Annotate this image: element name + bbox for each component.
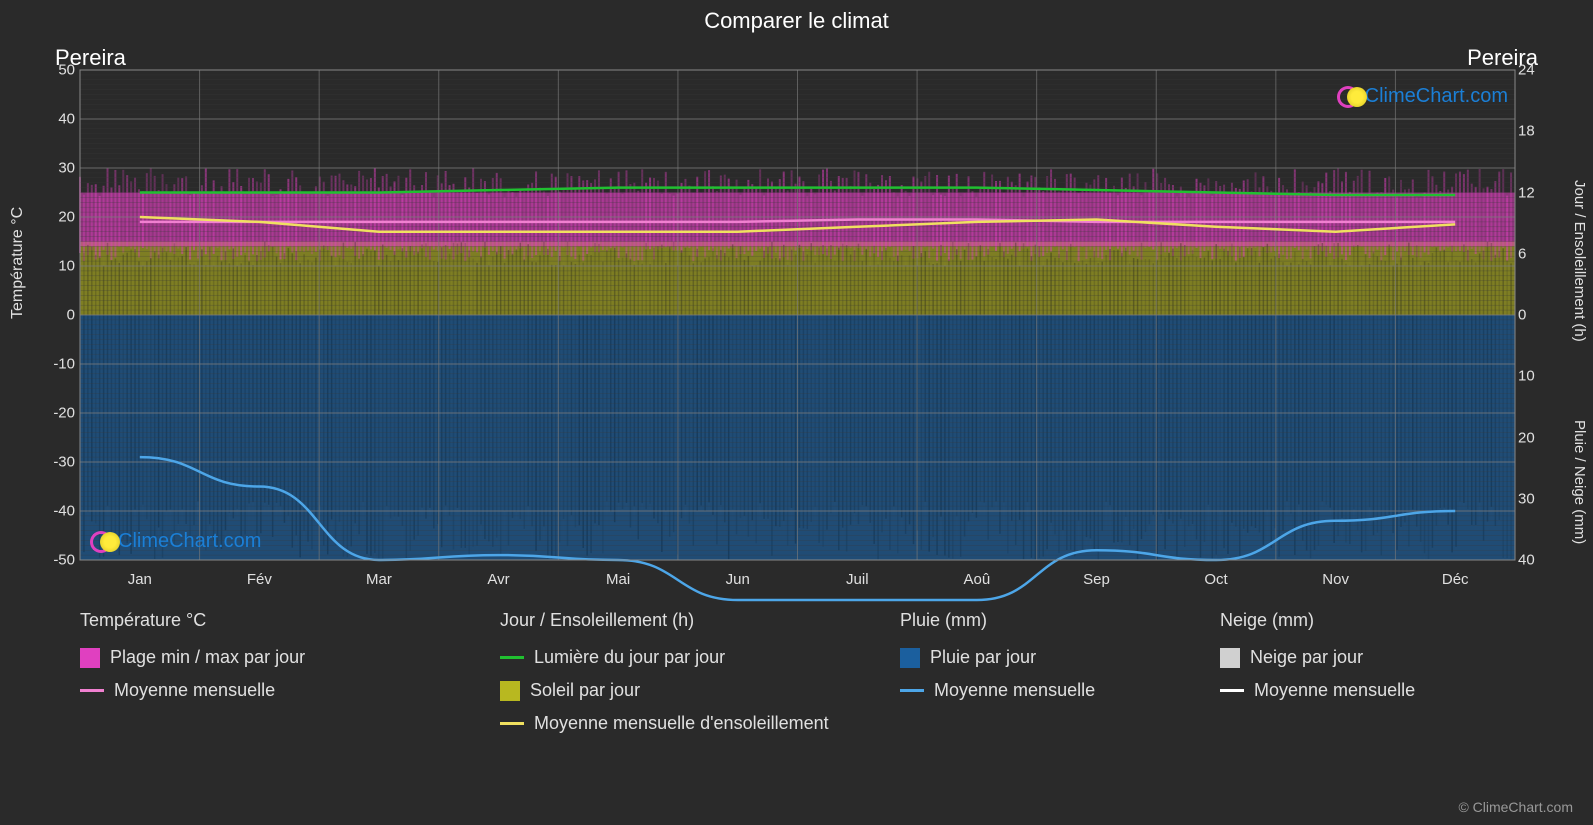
legend-swatch xyxy=(900,648,920,668)
legend-item: Lumière du jour par jour xyxy=(500,647,860,668)
watermark-bottom-left: ClimeChart.com xyxy=(90,530,261,553)
y-tick-left: 50 xyxy=(50,62,75,79)
legend-header: Pluie (mm) xyxy=(900,610,1180,631)
legend-label: Pluie par jour xyxy=(930,647,1036,668)
legend-header: Température °C xyxy=(80,610,460,631)
x-tick-month: Aoû xyxy=(964,571,991,588)
y-tick-right: 30 xyxy=(1518,490,1543,507)
x-tick-month: Mai xyxy=(606,571,630,588)
legend-swatch xyxy=(500,681,520,701)
y-tick-left: 30 xyxy=(50,160,75,177)
y-tick-right: 18 xyxy=(1518,123,1543,140)
legend-item: Moyenne mensuelle xyxy=(1220,680,1500,701)
y-tick-left: 40 xyxy=(50,111,75,128)
legend-item: Soleil par jour xyxy=(500,680,860,701)
y-axis-right-label-2: Pluie / Neige (mm) xyxy=(1571,420,1588,544)
x-tick-month: Avr xyxy=(487,571,509,588)
legend-item: Pluie par jour xyxy=(900,647,1180,668)
legend-swatch xyxy=(1220,689,1244,692)
y-tick-left: 10 xyxy=(50,258,75,275)
y-tick-left: -30 xyxy=(50,454,75,471)
legend: Température °C Plage min / max par jour Mo… xyxy=(80,610,1515,734)
x-tick-month: Sep xyxy=(1083,571,1110,588)
y-tick-left: -10 xyxy=(50,356,75,373)
legend-label: Moyenne mensuelle xyxy=(934,680,1095,701)
watermark-top-right: ClimeChart.com xyxy=(1337,85,1508,108)
legend-label: Moyenne mensuelle xyxy=(114,680,275,701)
legend-item: Moyenne mensuelle xyxy=(900,680,1180,701)
x-tick-month: Jan xyxy=(128,571,152,588)
brand-text: ClimeChart.com xyxy=(118,530,261,553)
legend-swatch xyxy=(80,689,104,692)
legend-swatch xyxy=(900,689,924,692)
plot-area: JanFévMarAvrMaiJunJuilAoûSepOctNovDéc xyxy=(80,70,1515,560)
y-tick-right: 10 xyxy=(1518,368,1543,385)
y-tick-right: 6 xyxy=(1518,245,1543,262)
y-tick-left: 20 xyxy=(50,209,75,226)
legend-col: Neige (mm) Neige par jour Moyenne mensuell… xyxy=(1220,610,1500,734)
legend-item: Neige par jour xyxy=(1220,647,1500,668)
y-tick-right: 40 xyxy=(1518,552,1543,569)
legend-swatch xyxy=(500,722,524,725)
y-tick-right: 24 xyxy=(1518,62,1543,79)
legend-label: Soleil par jour xyxy=(530,680,640,701)
legend-col: Température °C Plage min / max par jour Mo… xyxy=(80,610,460,734)
x-tick-month: Fév xyxy=(247,571,272,588)
legend-swatch xyxy=(80,648,100,668)
legend-col: Pluie (mm) Pluie par jour Moyenne mensuell… xyxy=(900,610,1180,734)
chart-title: Comparer le climat xyxy=(0,0,1593,34)
logo-icon xyxy=(90,531,112,553)
y-tick-right: 0 xyxy=(1518,307,1543,324)
y-tick-right: 12 xyxy=(1518,184,1543,201)
x-tick-month: Nov xyxy=(1322,571,1349,588)
x-tick-month: Juil xyxy=(846,571,869,588)
legend-label: Neige par jour xyxy=(1250,647,1363,668)
y-tick-right: 20 xyxy=(1518,429,1543,446)
legend-label: Moyenne mensuelle xyxy=(1254,680,1415,701)
x-tick-month: Mar xyxy=(366,571,392,588)
legend-label: Lumière du jour par jour xyxy=(534,647,725,668)
legend-item: Moyenne mensuelle xyxy=(80,680,460,701)
legend-item: Plage min / max par jour xyxy=(80,647,460,668)
x-tick-month: Oct xyxy=(1204,571,1227,588)
y-tick-left: -50 xyxy=(50,552,75,569)
legend-col: Jour / Ensoleillement (h) Lumière du jour… xyxy=(500,610,860,734)
y-axis-left-label: Température °C xyxy=(9,207,27,319)
legend-label: Plage min / max par jour xyxy=(110,647,305,668)
x-tick-month: Jun xyxy=(726,571,750,588)
legend-swatch xyxy=(500,656,524,659)
legend-label: Moyenne mensuelle d'ensoleillement xyxy=(534,713,829,734)
y-tick-left: -20 xyxy=(50,405,75,422)
legend-item: Moyenne mensuelle d'ensoleillement xyxy=(500,713,860,734)
y-axis-right-label-1: Jour / Ensoleillement (h) xyxy=(1571,180,1588,342)
legend-swatch xyxy=(1220,648,1240,668)
logo-icon xyxy=(1337,86,1359,108)
x-tick-month: Déc xyxy=(1442,571,1469,588)
copyright: © ClimeChart.com xyxy=(1458,799,1573,815)
y-tick-left: -40 xyxy=(50,503,75,520)
brand-text: ClimeChart.com xyxy=(1365,85,1508,108)
legend-header: Neige (mm) xyxy=(1220,610,1500,631)
legend-header: Jour / Ensoleillement (h) xyxy=(500,610,860,631)
y-tick-left: 0 xyxy=(50,307,75,324)
